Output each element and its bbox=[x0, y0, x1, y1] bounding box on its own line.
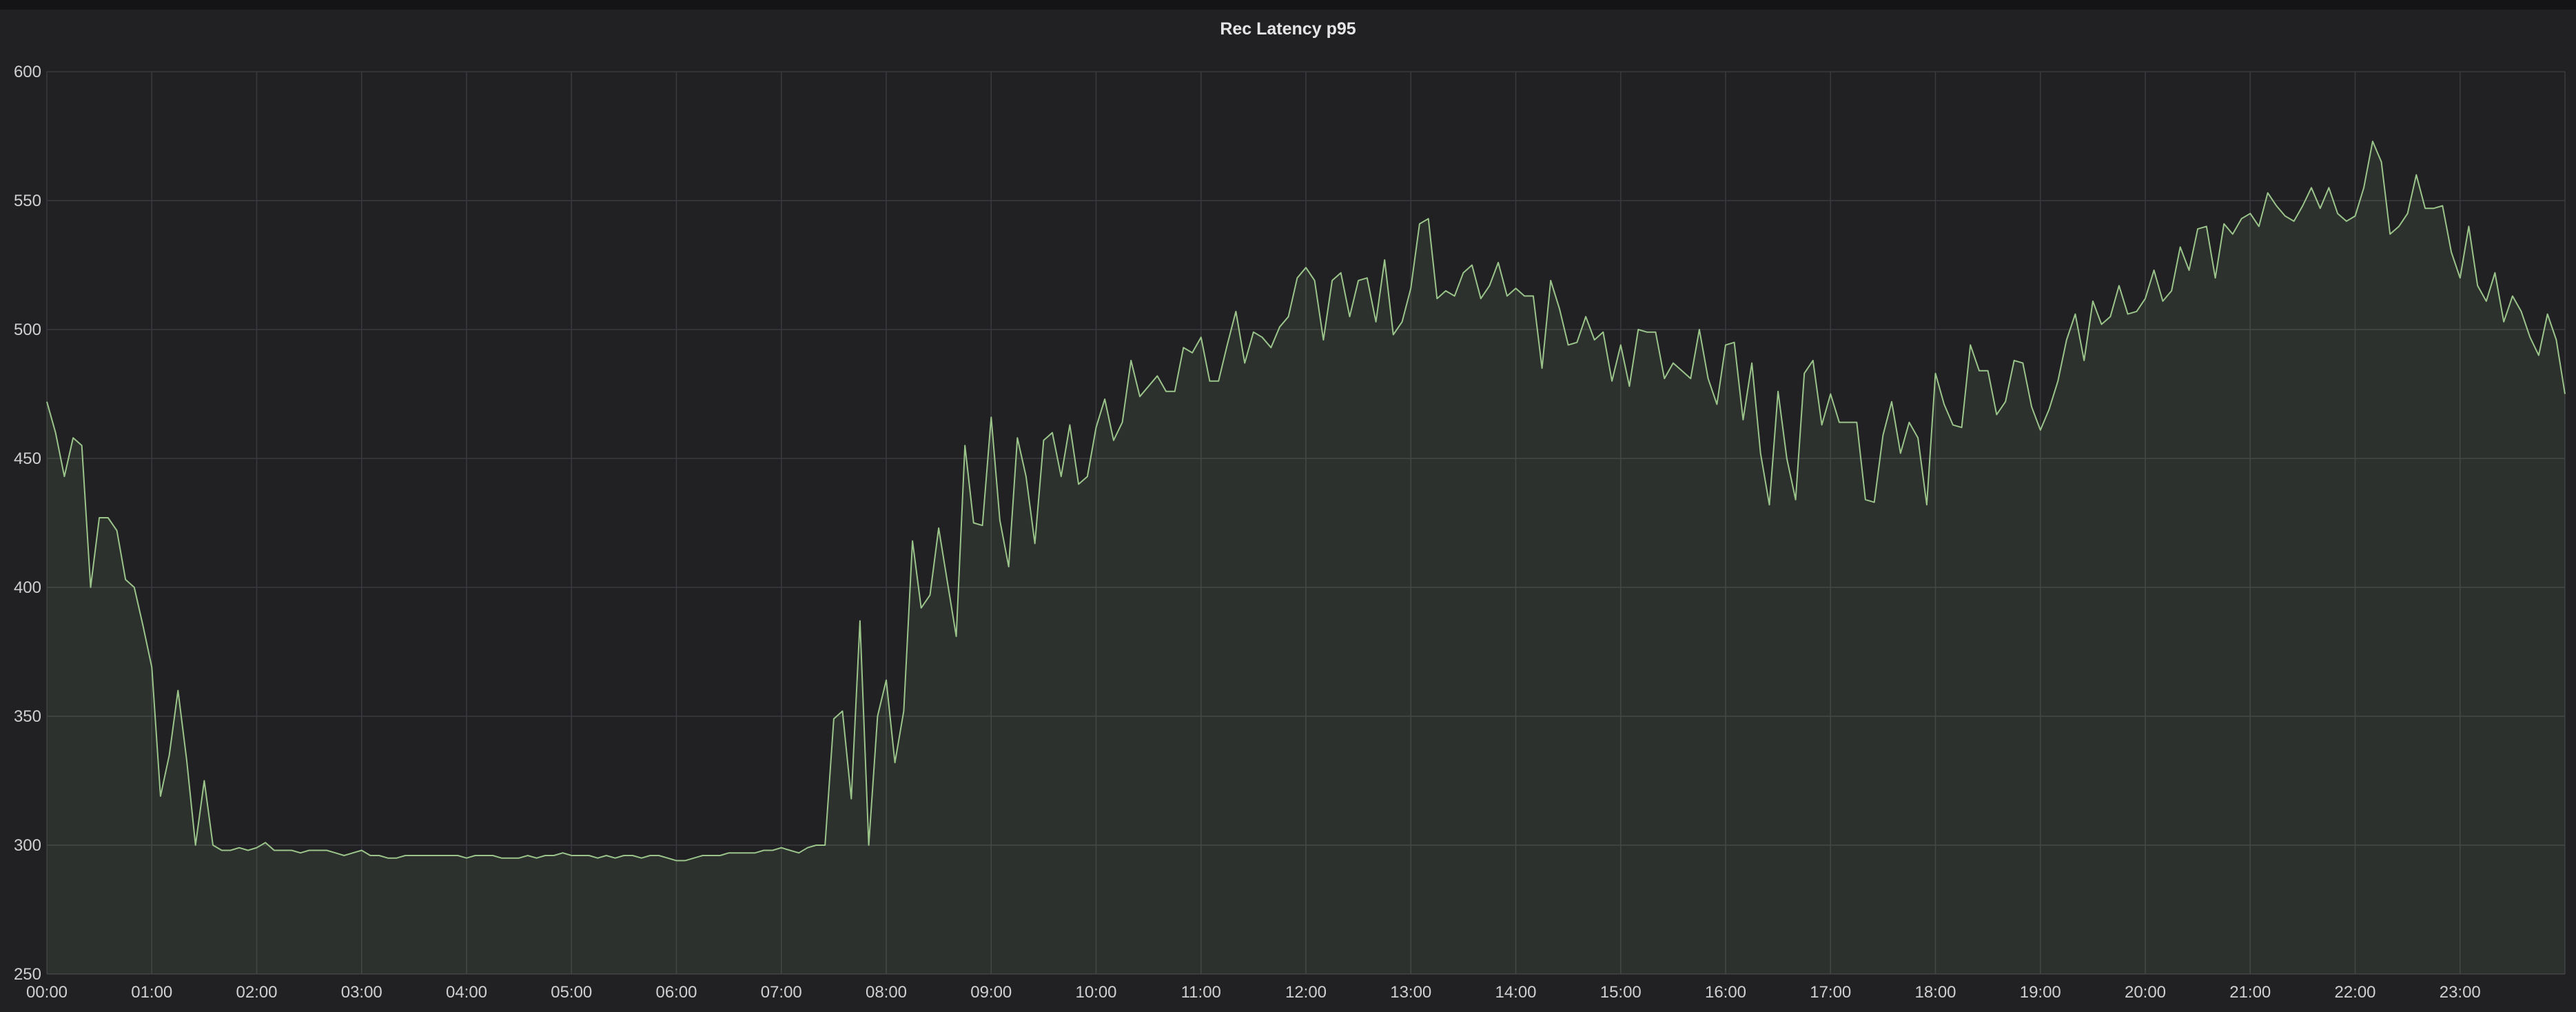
x-tick-label: 04:00 bbox=[446, 983, 487, 1002]
x-tick-label: 23:00 bbox=[2440, 983, 2481, 1002]
y-axis: 250 300 350 400 450 500 550 600 bbox=[14, 63, 41, 984]
y-tick-label: 300 bbox=[14, 836, 41, 855]
x-tick-label: 14:00 bbox=[1495, 983, 1536, 1002]
x-tick-label: 15:00 bbox=[1600, 983, 1642, 1002]
top-bar bbox=[0, 0, 2576, 10]
x-tick-label: 01:00 bbox=[131, 983, 172, 1002]
panel-title[interactable]: Rec Latency p95 bbox=[1220, 19, 1356, 39]
x-tick-label: 20:00 bbox=[2125, 983, 2166, 1002]
y-tick-label: 500 bbox=[14, 321, 41, 339]
series-area bbox=[47, 141, 2565, 974]
x-tick-label: 02:00 bbox=[236, 983, 277, 1002]
x-tick-label: 12:00 bbox=[1285, 983, 1327, 1002]
x-tick-label: 05:00 bbox=[551, 983, 592, 1002]
y-tick-label: 400 bbox=[14, 578, 41, 597]
x-tick-label: 06:00 bbox=[655, 983, 697, 1002]
x-tick-label: 09:00 bbox=[970, 983, 1012, 1002]
x-tick-label: 13:00 bbox=[1390, 983, 1431, 1002]
y-tick-label: 550 bbox=[14, 192, 41, 210]
x-axis: 00:00 01:00 02:00 03:00 04:00 05:00 06:00 07:00… bbox=[26, 983, 2481, 1002]
y-tick-label: 450 bbox=[14, 449, 41, 468]
x-tick-label: 10:00 bbox=[1075, 983, 1116, 1002]
y-tick-label: 350 bbox=[14, 707, 41, 726]
x-tick-label: 18:00 bbox=[1914, 983, 1956, 1002]
x-tick-label: 21:00 bbox=[2229, 983, 2271, 1002]
x-tick-label: 17:00 bbox=[1810, 983, 1851, 1002]
x-tick-label: 03:00 bbox=[341, 983, 382, 1002]
series-line bbox=[46, 141, 2566, 862]
x-tick-label: 07:00 bbox=[761, 983, 802, 1002]
x-tick-label: 11:00 bbox=[1181, 983, 1221, 1002]
x-tick-label: 08:00 bbox=[866, 983, 907, 1002]
x-tick-label: 00:00 bbox=[26, 983, 68, 1002]
chart-area-layer bbox=[46, 141, 2566, 974]
x-tick-label: 22:00 bbox=[2334, 983, 2375, 1002]
chart-grid bbox=[46, 71, 2566, 975]
y-tick-label: 600 bbox=[14, 63, 41, 81]
x-tick-label: 16:00 bbox=[1705, 983, 1746, 1002]
y-tick-label: 250 bbox=[14, 965, 41, 984]
x-tick-label: 19:00 bbox=[2020, 983, 2061, 1002]
